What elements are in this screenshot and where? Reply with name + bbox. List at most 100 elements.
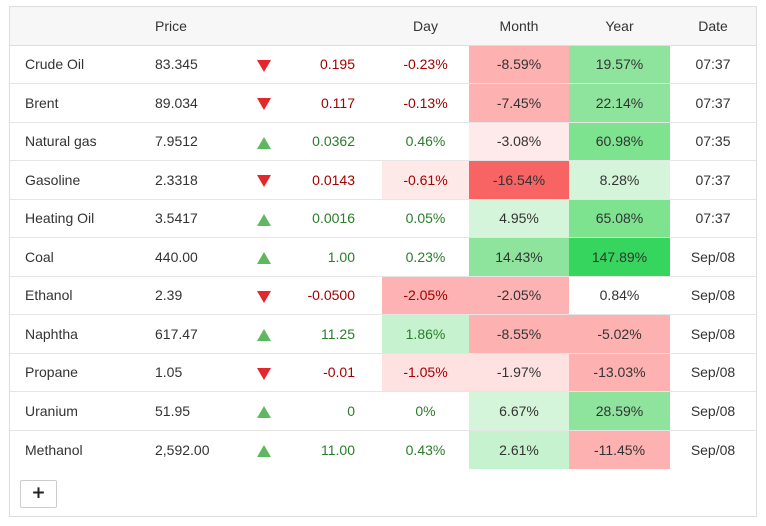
header-day[interactable]: Day <box>382 7 469 46</box>
day-cell: -2.05% <box>382 275 469 315</box>
name-cell[interactable]: Brent <box>10 83 145 122</box>
commodities-panel: Price Day Month Year Date Crude Oil 83.34… <box>9 6 757 517</box>
name-cell[interactable]: Gasoline <box>10 160 145 199</box>
name-cell[interactable]: Natural gas <box>10 121 145 161</box>
day-cell: 0% <box>382 391 469 430</box>
year-cell: -11.45% <box>569 429 670 469</box>
triangle-down-icon <box>257 175 271 188</box>
direction-cell <box>243 45 285 84</box>
change-cell: 0.0362 <box>285 121 382 161</box>
direction-cell <box>243 121 285 161</box>
month-cell: -7.45% <box>469 83 569 122</box>
name-cell[interactable]: Coal <box>10 237 145 276</box>
year-cell: 28.59% <box>569 391 670 430</box>
header-year[interactable]: Year <box>569 7 670 46</box>
commodities-table: Price Day Month Year Date Crude Oil 83.34… <box>10 7 756 469</box>
direction-cell <box>243 160 285 199</box>
table-row: Ethanol 2.39 -0.0500 -2.05% -2.05% 0.84% Sep/0… <box>10 275 756 315</box>
triangle-down-icon <box>257 59 271 72</box>
month-cell: 2.61% <box>469 429 569 469</box>
table-header-row: Price Day Month Year Date <box>10 7 756 46</box>
month-cell: 4.95% <box>469 198 569 238</box>
direction-cell <box>243 275 285 315</box>
price-cell: 83.345 <box>155 56 198 73</box>
month-cell: -3.08% <box>469 121 569 161</box>
change-cell: 0.0016 <box>285 198 382 238</box>
table-row: Natural gas 7.9512 0.0362 0.46% -3.08% 60.98%… <box>10 121 756 161</box>
price-cell: 3.5417 <box>145 198 243 238</box>
year-cell: 0.84% <box>569 275 670 315</box>
day-cell: 0.43% <box>382 429 469 469</box>
day-cell: -0.61% <box>382 160 469 199</box>
month-cell: -16.54% <box>469 160 569 199</box>
month-cell: 6.67% <box>469 391 569 430</box>
date-cell: Sep/08 <box>670 429 756 469</box>
price-cell: 7.9512 <box>145 121 243 161</box>
table-row: Methanol 2,592.00 11.00 0.43% 2.61% -11.45% Se… <box>10 429 756 469</box>
month-cell: -2.05% <box>469 275 569 315</box>
name-cell[interactable]: Heating Oil <box>10 198 145 238</box>
change-cell: 0.0143 <box>285 160 382 199</box>
price-cell: 617.47 <box>145 314 243 353</box>
table-row: Gasoline 2.3318 0.0143 -0.61% -16.54% 8.28% 07… <box>10 160 756 199</box>
year-cell: 65.08% <box>569 198 670 238</box>
direction-cell <box>243 391 285 430</box>
change-cell: -0.0500 <box>285 275 382 315</box>
triangle-down-icon <box>257 98 271 111</box>
triangle-up-icon <box>257 329 271 342</box>
year-cell: -13.03% <box>569 352 670 392</box>
year-cell: 19.57% <box>569 45 670 84</box>
header-price[interactable]: Price <box>145 7 243 46</box>
price-cell: 2,592.00 <box>145 429 243 469</box>
date-cell: 07:37 <box>670 160 756 199</box>
day-cell: 0.23% <box>382 237 469 276</box>
price-cell: 2.3318 <box>145 160 243 199</box>
header-date[interactable]: Date <box>670 7 756 46</box>
table-row: Heating Oil 3.5417 0.0016 0.05% 4.95% 65.08% 0… <box>10 198 756 238</box>
year-cell: -5.02% <box>569 314 670 353</box>
table-row: Crude Oil 83.345 0.195 -0.23% -8.59% 19.57% 07… <box>10 45 756 84</box>
triangle-up-icon <box>257 444 271 457</box>
name-cell[interactable]: Propane <box>10 352 145 392</box>
year-cell: 22.14% <box>569 83 670 122</box>
triangle-down-icon <box>257 367 271 380</box>
table-row: Naphtha 617.47 11.25 1.86% -8.55% -5.02% Sep/0… <box>10 314 756 353</box>
month-cell: -8.59% <box>469 45 569 84</box>
day-cell: 0.05% <box>382 198 469 238</box>
name-cell[interactable]: Uranium <box>10 391 145 430</box>
add-button[interactable]: + <box>20 480 57 508</box>
triangle-down-icon <box>257 290 271 303</box>
change-cell: 1.00 <box>285 237 382 276</box>
price-cell: 1.05 <box>145 352 243 392</box>
date-cell: Sep/08 <box>670 352 756 392</box>
date-cell: 07:37 <box>670 83 756 122</box>
year-cell: 60.98% <box>569 121 670 161</box>
header-change <box>285 7 382 46</box>
price-cell: 51.95 <box>145 391 243 430</box>
direction-cell <box>243 237 285 276</box>
day-cell: 1.86% <box>382 314 469 353</box>
day-cell: 0.46% <box>382 121 469 161</box>
month-cell: -1.97% <box>469 352 569 392</box>
month-cell: 14.43% <box>469 237 569 276</box>
price-cell: 2.39 <box>145 275 243 315</box>
name-cell[interactable]: Ethanol <box>10 275 145 315</box>
name-cell[interactable]: Naphtha <box>10 314 145 353</box>
header-month[interactable]: Month <box>469 7 569 46</box>
day-cell: -0.13% <box>382 83 469 122</box>
change-cell: 0.117 <box>285 83 382 122</box>
name-cell[interactable]: Crude Oil <box>25 56 85 73</box>
direction-cell <box>243 314 285 353</box>
date-cell: Sep/08 <box>670 314 756 353</box>
change-cell: -0.01 <box>285 352 382 392</box>
year-cell: 147.89% <box>569 237 670 276</box>
change-cell: 11.25 <box>285 314 382 353</box>
date-cell: Sep/08 <box>670 391 756 430</box>
table-row: Propane 1.05 -0.01 -1.05% -1.97% -13.03% Sep/0… <box>10 352 756 392</box>
direction-cell <box>243 429 285 469</box>
header-arrow <box>243 7 285 46</box>
name-cell[interactable]: Methanol <box>10 429 145 469</box>
change-cell: 11.00 <box>285 429 382 469</box>
triangle-up-icon <box>257 252 271 265</box>
month-cell: -8.55% <box>469 314 569 353</box>
